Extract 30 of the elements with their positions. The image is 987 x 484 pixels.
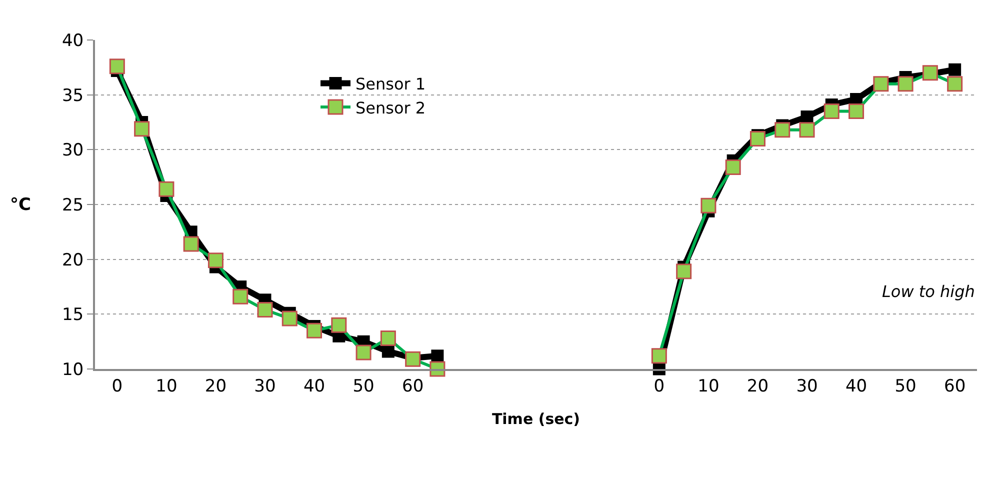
x-tick-label: 50 xyxy=(352,376,374,396)
x-tick-label: 30 xyxy=(796,376,818,396)
x-tick-label: 20 xyxy=(746,376,769,396)
point xyxy=(431,350,444,362)
y-tick-label: 40 xyxy=(62,30,84,51)
point xyxy=(948,63,962,76)
x-tick-label: 60 xyxy=(944,376,966,396)
x-tick-label: 0 xyxy=(654,376,665,396)
x-tick-label: 40 xyxy=(845,376,868,396)
y-tick-label: 30 xyxy=(62,140,84,161)
y-tick-label: 10 xyxy=(62,360,84,380)
x-tick-label: 10 xyxy=(698,376,720,396)
y-tick-label: 20 xyxy=(62,250,84,270)
x-tick-label: 40 xyxy=(303,376,326,396)
x-tick-label: 0 xyxy=(112,376,123,396)
x-tick-label: 20 xyxy=(204,376,227,396)
legend-label: Sensor 1 xyxy=(356,74,426,94)
point xyxy=(800,110,814,124)
annotation: Low to high xyxy=(882,282,975,301)
x-tick-label: 60 xyxy=(402,376,424,396)
y-axis-title: °C xyxy=(10,195,31,215)
point xyxy=(382,345,394,358)
x-tick-label: 30 xyxy=(254,376,276,396)
y-tick-label: 25 xyxy=(62,195,84,216)
x-tick-label: 10 xyxy=(156,376,178,396)
x-tick-label: 50 xyxy=(894,376,916,396)
x-axis-title: Time (sec) xyxy=(492,410,580,428)
y-tick-label: 15 xyxy=(62,305,84,326)
y-tick-label: 35 xyxy=(62,86,84,106)
legend-label: Sensor 2 xyxy=(356,98,426,118)
